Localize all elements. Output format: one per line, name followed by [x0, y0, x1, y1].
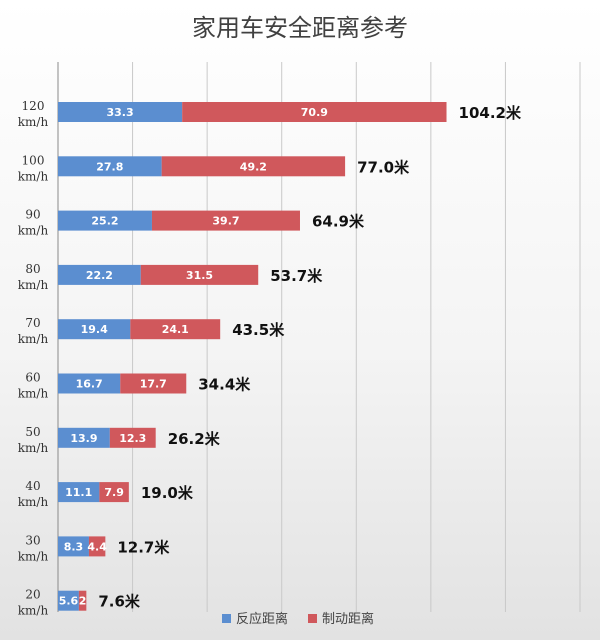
category-unit-label: km/h: [18, 115, 49, 129]
data-label-braking: 49.2: [240, 160, 267, 173]
total-distance-label: 77.0米: [357, 158, 410, 176]
legend-label-reaction: 反应距离: [236, 611, 288, 627]
data-label-braking: 24.1: [162, 323, 189, 336]
total-distance-label: 26.2米: [168, 430, 221, 448]
total-distance-label: 19.0米: [141, 484, 194, 502]
legend-label-braking: 制动距离: [322, 611, 374, 627]
category-unit-label: km/h: [18, 495, 49, 509]
data-label-braking: 17.7: [140, 378, 167, 391]
bars: 33.3 70.9 104.2米 27.8 49.2 77.0米 25.2 39.7 64.9米…: [58, 102, 522, 611]
category-axis: 120 km/h 100 km/h 90 km/h 80 km/h 70 km/h 60 km/h 50…: [18, 99, 49, 618]
data-label-braking: 70.9: [301, 106, 328, 119]
total-distance-label: 34.4米: [198, 376, 251, 394]
data-label-reaction: 27.8: [96, 160, 123, 173]
bar-braking-distance: [109, 427, 156, 448]
category-unit-label: km/h: [18, 387, 49, 401]
chart-title: 家用车安全距离参考: [192, 14, 408, 42]
bar-reaction-distance: [58, 210, 152, 231]
bar-reaction-distance: [58, 427, 110, 448]
data-label-reaction: 25.2: [91, 215, 118, 228]
category-speed-label: 120: [22, 99, 45, 113]
bar-reaction-distance: [58, 482, 100, 503]
data-label-reaction: 16.7: [76, 378, 103, 391]
data-label-braking: 12.3: [119, 432, 146, 445]
legend-swatch-braking: [308, 614, 317, 623]
category-unit-label: km/h: [18, 441, 49, 455]
data-label-braking: 39.7: [212, 215, 239, 228]
legend-swatch-reaction: [222, 614, 231, 623]
bar-braking-distance: [120, 373, 187, 394]
total-distance-label: 64.9米: [312, 213, 365, 231]
data-label-reaction: 11.1: [65, 486, 92, 499]
total-distance-label: 7.6米: [98, 593, 141, 611]
data-label-reaction: 13.9: [70, 432, 97, 445]
total-distance-label: 53.7米: [270, 267, 323, 285]
category-speed-label: 100: [22, 153, 45, 167]
bar-reaction-distance: [58, 264, 141, 285]
category-speed-label: 90: [25, 208, 40, 222]
data-label-reaction: 5.6: [59, 595, 79, 608]
data-label-reaction: 8.3: [64, 540, 84, 553]
category-unit-label: km/h: [18, 604, 49, 618]
category-unit-label: km/h: [18, 332, 49, 346]
category-unit-label: km/h: [18, 224, 49, 238]
bar-braking-distance: [161, 156, 346, 177]
data-label-braking: 31.5: [186, 269, 213, 282]
total-distance-label: 43.5米: [232, 321, 285, 339]
legend: 反应距离 制动距离: [222, 611, 374, 627]
bar-braking-distance: [99, 482, 129, 503]
bar-braking-distance: [140, 264, 259, 285]
bar-braking-distance: [130, 319, 221, 340]
category-speed-label: 40: [25, 479, 40, 493]
category-speed-label: 50: [25, 425, 40, 439]
bar-reaction-distance: [58, 156, 162, 177]
bar-reaction-distance: [58, 373, 121, 394]
category-unit-label: km/h: [18, 549, 49, 563]
category-speed-label: 70: [25, 316, 40, 330]
data-label-reaction: 19.4: [81, 323, 108, 336]
category-speed-label: 30: [25, 533, 40, 547]
bar-braking-distance: [88, 536, 106, 557]
data-label-braking: 2: [79, 595, 87, 608]
data-label-reaction: 33.3: [107, 106, 134, 119]
category-speed-label: 20: [25, 588, 40, 602]
bar-reaction-distance: [58, 102, 183, 122]
bar-braking-distance: [182, 102, 447, 122]
bar-braking-distance: [151, 210, 300, 231]
data-label-reaction: 22.2: [86, 269, 113, 282]
total-distance-label: 12.7米: [117, 538, 170, 556]
bar-braking-distance: [78, 590, 87, 611]
category-speed-label: 60: [25, 371, 40, 385]
bar-reaction-distance: [58, 319, 131, 340]
data-label-braking: 4.4: [87, 540, 107, 553]
category-unit-label: km/h: [18, 169, 49, 183]
category-unit-label: km/h: [18, 278, 49, 292]
data-label-braking: 7.9: [104, 486, 124, 499]
bar-reaction-distance: [58, 536, 89, 557]
category-speed-label: 80: [25, 262, 40, 276]
total-distance-label: 104.2米: [459, 104, 522, 122]
bar-reaction-distance: [58, 590, 79, 611]
